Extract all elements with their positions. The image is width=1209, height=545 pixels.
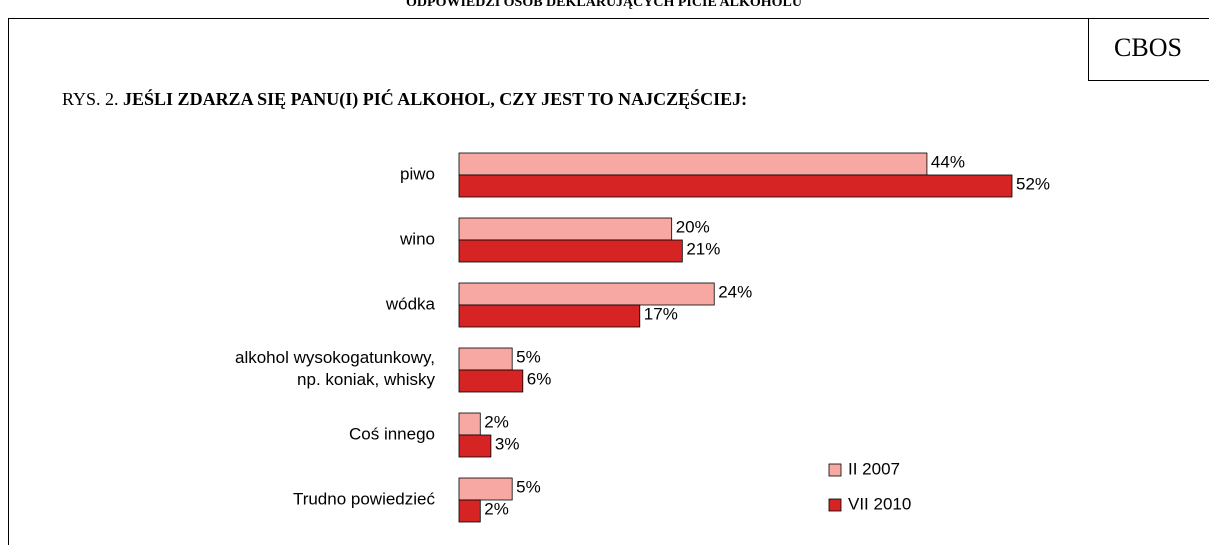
value-label: 17% [644,304,678,323]
frame [8,18,1209,545]
category-label: Coś innego [349,424,435,443]
value-label: 21% [686,239,720,258]
bar [458,412,481,436]
bar [458,477,513,501]
legend-swatch [828,498,842,512]
bar [458,217,673,241]
header: ODPOWIEDZI OSÓB DEKLARUJĄCYCH PICIE ALKO… [406,0,802,10]
brand-box [1088,18,1209,81]
category-label: alkohol wysokogatunkowy, np. koniak, whis… [235,348,436,389]
value-label: 5% [516,347,541,366]
chart-title: RYS. 2. JEŚLI ZDARZA SIĘ PANU(I) PIĆ ALK… [62,88,747,110]
brand: CBOS [1114,33,1182,62]
category-line: np. koniak, whisky [297,370,435,389]
bar [458,304,641,328]
bar [458,152,928,176]
value-label: 6% [527,369,552,388]
bar [458,174,1013,198]
value-label: 20% [676,217,710,236]
value-label: 24% [718,282,752,301]
bar [458,347,513,371]
value-label: 44% [931,152,965,171]
category-label: piwo [400,164,435,183]
bar [458,239,683,263]
category-line: alkohol wysokogatunkowy, [235,348,435,367]
legend-swatch [828,463,842,477]
bar [458,434,492,458]
value-label: 2% [484,499,509,518]
legend-label: VII 2010 [848,494,911,513]
category-label: Trudno powiedzieć [293,489,436,508]
category-label: wino [399,229,435,248]
value-label: 5% [516,477,541,496]
bar [458,499,481,523]
category-label: wódka [385,294,436,313]
legend-label: II 2007 [848,459,900,478]
value-label: 3% [495,434,520,453]
bar [458,282,715,306]
value-label: 2% [484,412,509,431]
bar [458,369,524,393]
figure-label: RYS. 2. [62,89,119,109]
value-label: 52% [1016,174,1050,193]
title: JEŚLI ZDARZA SIĘ PANU(I) PIĆ ALKOHOL, CZ… [123,88,747,110]
